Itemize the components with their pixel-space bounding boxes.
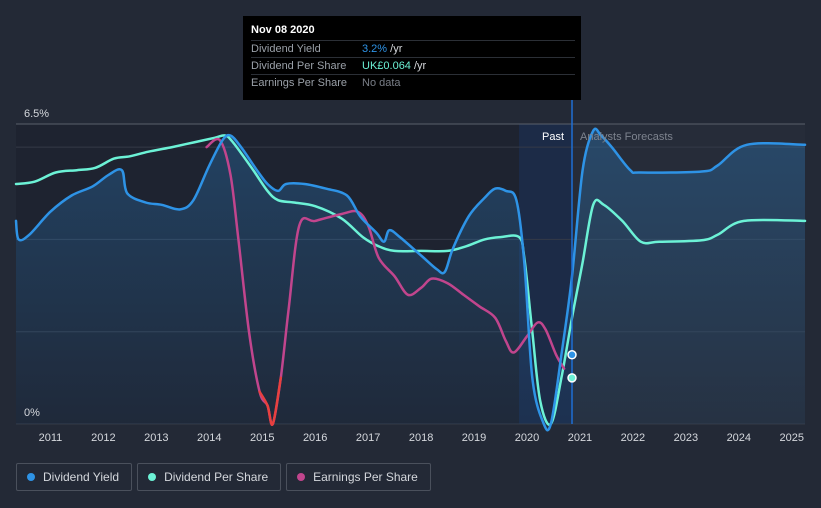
tooltip-row-dividend-per-share: Dividend Per Share UK£0.064 /yr [251, 57, 575, 74]
tooltip-unit: /yr [410, 60, 427, 72]
x-tick-label: 2019 [462, 432, 486, 444]
forecast-label: Analysts Forecasts [580, 131, 673, 143]
x-tick-label: 2021 [568, 432, 592, 444]
tooltip-row-earnings-per-share: Earnings Per Share No data [251, 74, 575, 91]
x-tick-label: 2017 [356, 432, 380, 444]
tooltip-row-dividend-yield: Dividend Yield 3.2% /yr [251, 40, 575, 57]
x-tick-label: 2013 [144, 432, 168, 444]
tooltip-label: Earnings Per Share [251, 77, 347, 89]
y-tick-label: 6.5% [24, 108, 49, 120]
tooltip-unit: /yr [387, 43, 403, 55]
x-tick-label: 2022 [621, 432, 645, 444]
dividend-yield-line [14, 127, 807, 432]
tooltip-value: UK£0.064 /yr [362, 58, 426, 74]
dividend-per-share-line [14, 134, 807, 426]
y-tick-label: 0% [24, 407, 40, 419]
legend-label: Dividend Per Share [164, 470, 269, 484]
legend-dot-icon [148, 473, 157, 481]
x-tick-label: 2025 [780, 432, 804, 444]
x-tick-label: 2011 [39, 432, 63, 444]
legend-item-dividend-per-share[interactable]: Dividend Per Share [137, 463, 282, 491]
earnings-per-share-line [205, 137, 566, 426]
tooltip-value-number: 3.2% [362, 43, 388, 55]
legend-label: Earnings Per Share [313, 470, 418, 484]
x-tick-label: 2012 [91, 432, 115, 444]
legend-label: Dividend Yield [43, 470, 120, 484]
tooltip-value-number: No data [362, 77, 401, 89]
x-tick-label: 2018 [409, 432, 433, 444]
x-tick-label: 2024 [727, 432, 751, 444]
x-tick-label: 2016 [303, 432, 327, 444]
tooltip: Nov 08 2020 Dividend Yield 3.2% /yr Divi… [243, 16, 581, 100]
earnings-negative-segment [258, 376, 283, 426]
tooltip-value: No data [362, 75, 401, 91]
tooltip-label: Dividend Per Share [251, 60, 347, 72]
tooltip-value-number: UK£0.064 [362, 60, 411, 72]
dividend-per-share-marker [567, 373, 577, 383]
legend-dot-icon [27, 473, 35, 481]
legend: Dividend Yield Dividend Per Share Earnin… [16, 463, 431, 491]
past-label: Past [542, 131, 564, 143]
x-tick-label: 2023 [674, 432, 698, 444]
legend-dot-icon [297, 473, 306, 481]
tooltip-date: Nov 08 2020 [251, 24, 315, 36]
legend-item-earnings-per-share[interactable]: Earnings Per Share [286, 463, 431, 491]
dividend-yield-area [16, 128, 805, 431]
x-tick-label: 2014 [197, 432, 221, 444]
tooltip-label: Dividend Yield [251, 43, 321, 55]
dividend-yield-marker [567, 350, 577, 360]
x-tick-label: 2015 [250, 432, 274, 444]
tooltip-value: 3.2% /yr [362, 41, 402, 57]
legend-item-dividend-yield[interactable]: Dividend Yield [16, 463, 133, 491]
x-tick-label: 2020 [515, 432, 539, 444]
